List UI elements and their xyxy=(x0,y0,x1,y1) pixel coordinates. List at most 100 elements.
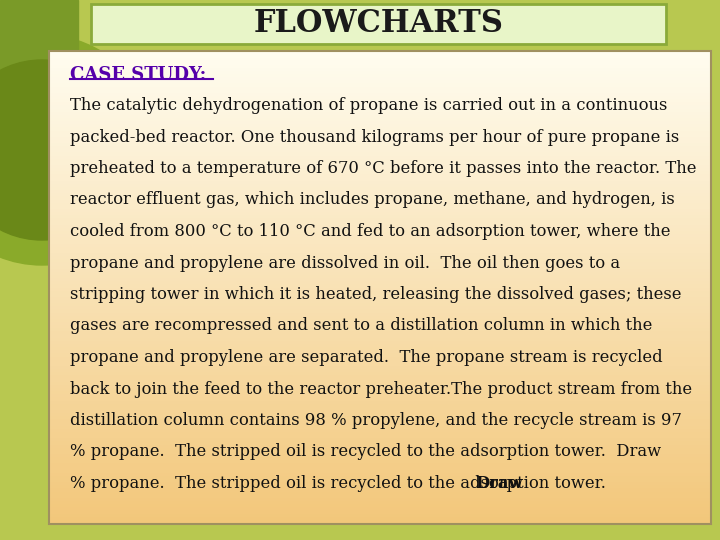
Bar xyxy=(50,287,710,291)
Bar xyxy=(50,384,710,388)
Bar xyxy=(50,192,710,197)
Bar xyxy=(50,237,710,240)
Bar xyxy=(50,327,710,332)
Bar xyxy=(50,469,710,472)
Bar xyxy=(50,164,710,168)
Bar xyxy=(50,60,710,65)
Bar xyxy=(50,51,710,55)
Bar xyxy=(50,428,710,432)
Bar xyxy=(50,67,710,71)
Bar xyxy=(50,424,710,429)
Bar xyxy=(50,258,710,262)
Bar xyxy=(50,472,710,476)
Bar xyxy=(50,211,710,215)
Text: packed-bed reactor. One thousand kilograms per hour of pure propane is: packed-bed reactor. One thousand kilogra… xyxy=(70,129,679,145)
Bar xyxy=(50,346,710,350)
Bar xyxy=(50,180,710,184)
Bar xyxy=(50,92,710,96)
Bar xyxy=(50,330,710,335)
Bar xyxy=(50,274,710,278)
Bar xyxy=(50,308,710,313)
Bar xyxy=(50,412,710,416)
Text: gases are recompressed and sent to a distillation column in which the: gases are recompressed and sent to a dis… xyxy=(70,318,652,334)
Bar xyxy=(50,111,710,115)
Bar xyxy=(50,161,710,165)
Bar xyxy=(50,98,710,102)
Bar xyxy=(50,503,710,507)
Bar xyxy=(50,443,710,448)
Bar xyxy=(50,107,710,112)
Bar xyxy=(50,431,710,435)
Bar xyxy=(50,148,710,152)
Bar xyxy=(50,481,710,485)
Bar xyxy=(50,205,710,209)
Bar xyxy=(50,409,710,413)
Circle shape xyxy=(0,60,132,240)
Bar xyxy=(50,377,710,382)
Text: cooled from 800 °C to 110 °C and fed to an adsorption tower, where the: cooled from 800 °C to 110 °C and fed to … xyxy=(70,223,670,240)
Bar xyxy=(50,293,710,297)
Bar xyxy=(50,456,710,460)
Text: back to join the feed to the reactor preheater.The product stream from the: back to join the feed to the reactor pre… xyxy=(70,381,692,397)
Bar xyxy=(50,70,710,74)
Bar xyxy=(50,79,710,83)
Bar xyxy=(50,488,710,491)
Bar xyxy=(50,170,710,174)
Bar xyxy=(50,239,710,244)
Bar xyxy=(50,372,710,375)
Bar xyxy=(50,183,710,187)
Bar xyxy=(50,233,710,237)
Bar xyxy=(50,355,710,360)
Bar xyxy=(50,158,710,162)
Bar xyxy=(50,154,710,159)
Bar xyxy=(50,208,710,212)
Bar xyxy=(50,302,710,306)
Bar xyxy=(50,230,710,234)
Bar xyxy=(50,393,710,397)
Bar xyxy=(50,83,710,86)
Bar xyxy=(50,252,710,256)
Bar xyxy=(50,418,710,422)
Bar xyxy=(50,218,710,221)
Circle shape xyxy=(0,7,56,63)
Bar xyxy=(50,415,710,420)
Bar xyxy=(50,507,710,510)
Bar xyxy=(50,142,710,146)
Bar xyxy=(50,95,710,99)
Bar xyxy=(50,54,710,58)
Circle shape xyxy=(0,35,157,265)
Bar xyxy=(50,437,710,441)
Bar xyxy=(50,268,710,272)
Bar xyxy=(50,202,710,206)
Bar xyxy=(50,126,710,131)
Bar xyxy=(50,123,710,127)
Bar xyxy=(50,277,710,281)
Bar xyxy=(50,255,710,259)
Text: propane and propylene are separated.  The propane stream is recycled: propane and propylene are separated. The… xyxy=(70,349,662,366)
Bar xyxy=(50,400,710,404)
Bar xyxy=(50,299,710,303)
Bar xyxy=(50,359,710,363)
Bar xyxy=(50,390,710,394)
Bar xyxy=(50,475,710,479)
Bar xyxy=(50,440,710,444)
Bar xyxy=(50,434,710,438)
Bar xyxy=(50,362,710,366)
Bar xyxy=(50,343,710,347)
Bar xyxy=(50,321,710,325)
Bar xyxy=(50,447,710,451)
Bar xyxy=(50,459,710,463)
Bar xyxy=(50,214,710,218)
Text: propane and propylene are dissolved in oil.  The oil then goes to a: propane and propylene are dissolved in o… xyxy=(70,254,620,272)
Bar xyxy=(50,509,710,514)
Bar xyxy=(50,89,710,93)
Bar xyxy=(50,136,710,140)
Bar xyxy=(50,315,710,319)
Bar xyxy=(50,337,710,341)
Bar xyxy=(50,296,710,300)
Bar xyxy=(50,114,710,118)
Bar xyxy=(50,133,710,137)
Bar xyxy=(50,152,710,156)
Bar xyxy=(50,403,710,407)
Bar xyxy=(50,387,710,391)
